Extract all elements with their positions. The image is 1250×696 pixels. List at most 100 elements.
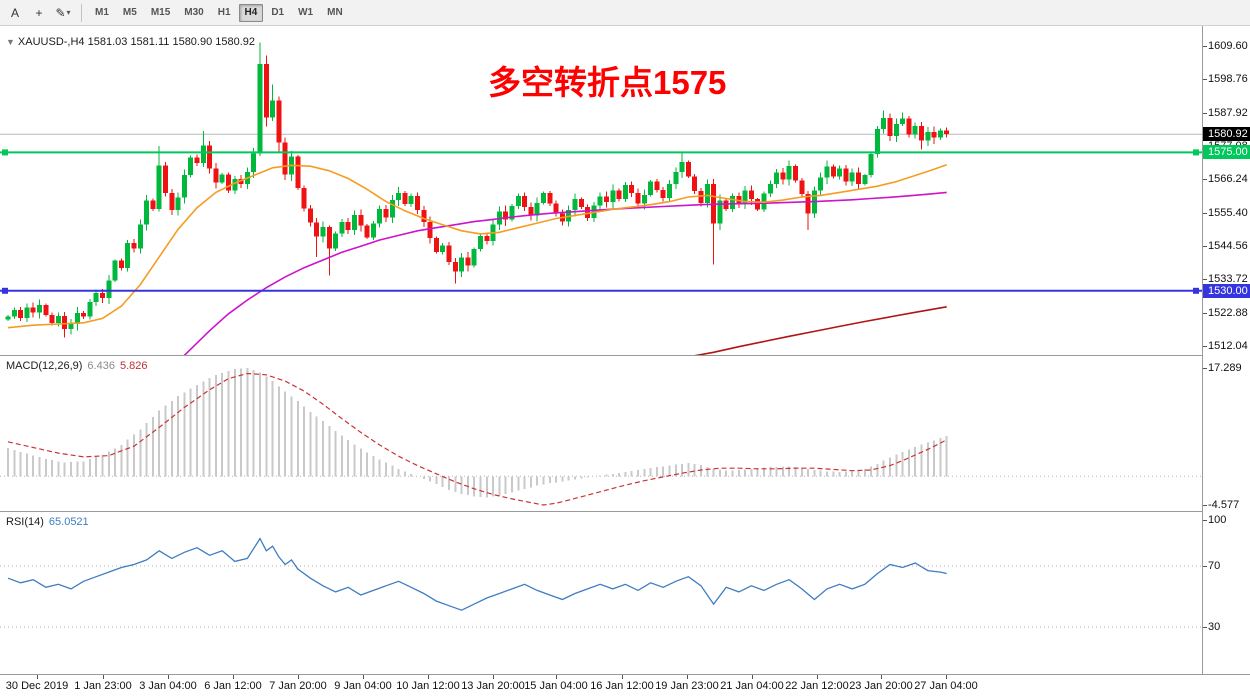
symbol-ohlc-header: ▼ XAUUSD-,H4 1581.03 1581.11 1580.90 1580… bbox=[6, 36, 255, 48]
chevron-down-icon: ▾ bbox=[66, 8, 71, 17]
support-line-1530-price-label: 1530.00 bbox=[1203, 283, 1250, 298]
time-tick-mark bbox=[881, 675, 882, 679]
time-axis-label: 30 Dec 2019 bbox=[5, 680, 69, 692]
bar-high-value: 1581.11 bbox=[130, 36, 170, 48]
rsi-canvas[interactable] bbox=[0, 512, 1202, 674]
macd-value: 6.436 bbox=[87, 360, 115, 372]
price-tick-label: 1566.24 bbox=[1208, 173, 1248, 186]
panel-separator[interactable] bbox=[0, 511, 1250, 512]
price-tick-label: 1555.40 bbox=[1208, 206, 1248, 219]
axis-tick-mark bbox=[1203, 346, 1207, 347]
price-tick-label: 1533.72 bbox=[1208, 273, 1248, 286]
axis-tick-mark bbox=[1203, 566, 1207, 567]
time-axis[interactable]: 30 Dec 2019 1 Jan 23:00 3 Jan 04:00 6 Jan 1… bbox=[0, 674, 1250, 696]
price-tick-label: 1598.76 bbox=[1208, 73, 1248, 86]
time-tick-mark bbox=[363, 675, 364, 679]
main-chart-canvas[interactable] bbox=[0, 26, 1202, 355]
macd-signal-value: 5.826 bbox=[119, 360, 148, 372]
time-tick-mark bbox=[687, 675, 688, 679]
macd-canvas[interactable] bbox=[0, 356, 1202, 511]
axis-tick-mark bbox=[1203, 520, 1207, 522]
price-tick-label: 1522.88 bbox=[1208, 306, 1248, 319]
support-line-1530[interactable] bbox=[0, 287, 1202, 294]
crosshair-icon: + bbox=[35, 5, 43, 20]
price-tick-label: 1512.04 bbox=[1208, 340, 1248, 352]
collapse-arrow-icon[interactable]: ▼ bbox=[6, 37, 15, 47]
toolbar: A + ✎ ▾ M1 M5 M15 M30 H1 H4 D1 W1 MN bbox=[0, 0, 1250, 26]
bar-close-value: 1580.92 bbox=[215, 36, 256, 48]
time-tick-mark bbox=[556, 675, 557, 679]
axis-tick-mark bbox=[1203, 368, 1207, 369]
time-axis-label: 7 Jan 20:00 bbox=[269, 680, 327, 692]
candlesticks bbox=[5, 42, 950, 338]
timeframe-button-m15[interactable]: M15 bbox=[150, 7, 171, 18]
time-axis-label: 13 Jan 20:00 bbox=[461, 680, 525, 692]
text-tool-button[interactable]: A bbox=[4, 3, 26, 23]
rsi-value: 65.0521 bbox=[48, 516, 89, 528]
time-axis-label: 19 Jan 23:00 bbox=[655, 680, 719, 692]
price-tick-label: 70 bbox=[1208, 560, 1221, 572]
time-axis-label: 16 Jan 12:00 bbox=[590, 680, 654, 692]
axis-tick-mark bbox=[1203, 505, 1207, 506]
timeframe-button-mn[interactable]: MN bbox=[327, 7, 343, 18]
time-axis-label: 3 Jan 04:00 bbox=[139, 680, 197, 692]
macd-name: MACD(12,26,9) bbox=[6, 360, 83, 372]
panel-separator[interactable] bbox=[0, 355, 1250, 356]
price-axis[interactable]: 1609.601598.761587.921577.081566.241555.… bbox=[1202, 26, 1250, 674]
axis-tick-mark bbox=[1203, 212, 1207, 214]
chart-area: ▼ XAUUSD-,H4 1581.03 1581.11 1580.90 1580… bbox=[0, 26, 1250, 696]
timeframe-button-h4[interactable]: H4 bbox=[238, 3, 264, 22]
drawing-tools-dropdown[interactable]: ✎ ▾ bbox=[52, 3, 74, 23]
macd-indicator-label: MACD(12,26,9) 6.436 5.826 bbox=[6, 360, 147, 372]
crosshair-tool-button[interactable]: + bbox=[28, 3, 50, 23]
time-axis-label: 15 Jan 04:00 bbox=[524, 680, 588, 692]
time-tick-mark bbox=[752, 675, 753, 679]
time-axis-label: 21 Jan 04:00 bbox=[720, 680, 784, 692]
macd-panel[interactable]: MACD(12,26,9) 6.436 5.826 bbox=[0, 356, 1202, 511]
ma-slow-line bbox=[694, 306, 947, 355]
time-axis-label: 23 Jan 20:00 bbox=[849, 680, 913, 692]
time-axis-label: 9 Jan 04:00 bbox=[334, 680, 392, 692]
timeframe-button-h1[interactable]: H1 bbox=[217, 7, 231, 18]
timeframe-button-m5[interactable]: M5 bbox=[122, 7, 137, 18]
rsi-line bbox=[7, 537, 947, 611]
axis-tick-mark bbox=[1203, 246, 1207, 247]
timeframe-button-m1[interactable]: M1 bbox=[95, 7, 109, 18]
time-tick-mark bbox=[103, 675, 104, 679]
axis-tick-mark bbox=[1203, 312, 1207, 314]
timeframe-button-w1[interactable]: W1 bbox=[298, 7, 314, 18]
bar-low-value: 1580.90 bbox=[172, 36, 213, 48]
axis-tick-mark bbox=[1203, 46, 1207, 47]
price-tick-label: 1544.56 bbox=[1208, 240, 1248, 252]
timeframe-button-m30[interactable]: M30 bbox=[184, 7, 204, 18]
time-axis-label: 27 Jan 04:00 bbox=[914, 680, 978, 692]
timeframe-button-d1[interactable]: D1 bbox=[271, 7, 285, 18]
support-line-1575[interactable] bbox=[0, 149, 1202, 156]
rsi-indicator-label: RSI(14) 65.0521 bbox=[6, 516, 89, 528]
time-tick-mark bbox=[298, 675, 299, 679]
ma-mid-line bbox=[183, 191, 947, 355]
axis-tick-mark bbox=[1203, 179, 1207, 181]
axis-tick-mark bbox=[1203, 627, 1207, 628]
time-tick-mark bbox=[168, 675, 169, 679]
current-price-label: 1580.92 bbox=[1203, 127, 1250, 142]
time-tick-mark bbox=[233, 675, 234, 679]
main-chart-panel[interactable]: ▼ XAUUSD-,H4 1581.03 1581.11 1580.90 1580… bbox=[0, 26, 1202, 355]
symbol-name: XAUUSD-,H4 bbox=[17, 36, 85, 48]
time-tick-mark bbox=[37, 675, 38, 679]
time-tick-mark bbox=[493, 675, 494, 679]
time-axis-label: 6 Jan 12:00 bbox=[204, 680, 262, 692]
price-tick-label: 30 bbox=[1208, 621, 1221, 633]
ma-fast-line bbox=[7, 163, 947, 329]
time-tick-mark bbox=[428, 675, 429, 679]
time-axis-label: 22 Jan 12:00 bbox=[785, 680, 849, 692]
support-line-1575-price-label: 1575.00 bbox=[1203, 145, 1250, 160]
axis-tick-mark bbox=[1203, 279, 1207, 281]
toolbar-separator bbox=[81, 3, 82, 22]
chart-text-annotation[interactable]: 多空转折点1575 bbox=[488, 64, 727, 101]
price-tick-label: 17.289 bbox=[1208, 362, 1242, 374]
rsi-name: RSI(14) bbox=[6, 516, 44, 528]
axis-tick-mark bbox=[1203, 112, 1207, 114]
rsi-panel[interactable]: RSI(14) 65.0521 bbox=[0, 512, 1202, 674]
